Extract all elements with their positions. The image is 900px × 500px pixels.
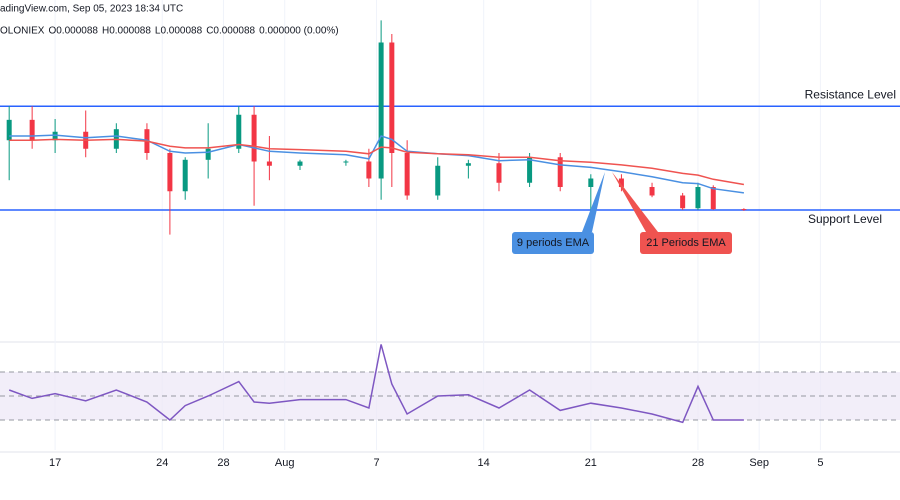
candle-body [435,165,441,196]
candle-body [297,161,303,166]
symbol-field: C0.000088 [206,26,255,37]
symbol-field: H0.000088 [102,26,151,37]
x-tick-label: 28 [692,457,704,469]
candle-body [182,159,188,192]
callout-pointer [612,172,658,232]
callout-label: 9 periods EMA [517,237,590,249]
callout-label: 21 Periods EMA [646,237,726,249]
callout-box [512,232,594,254]
x-tick-label: Aug [275,457,295,469]
symbol-field: L0.000088 [155,26,203,37]
x-tick-label: 24 [156,457,168,469]
x-tick-label: 17 [49,457,61,469]
candle-body [527,157,533,183]
candle-body [649,187,655,196]
candle-body [465,163,471,166]
candle-body [29,119,35,141]
candle-body [618,178,624,187]
candle-body [366,161,372,179]
level-label: Support Level [808,212,882,226]
candle-body [557,157,563,187]
candle-body [389,42,395,153]
x-tick-label: 7 [373,457,379,469]
candle-body [167,153,173,192]
line-series [9,138,745,186]
source-label: adingView.com, Sep 05, 2023 18:34 UTC [0,4,183,15]
candle-body [588,178,594,187]
callout-pointer [582,172,605,232]
line-series [9,134,745,194]
candle-body [236,114,242,149]
line-series [8,344,744,424]
candle-body [251,114,257,162]
candle-body [266,161,272,166]
candle-body [695,187,701,209]
callout-box [640,232,732,254]
symbol-field: OLONIEX [0,26,45,37]
candle-body [6,119,12,141]
symbol-field: O0.000088 [48,26,98,37]
x-tick-label: 14 [478,457,490,469]
candle-body [680,195,686,209]
level-label: Resistance Level [805,87,896,101]
candle-body [205,148,211,160]
x-tick-label: Sep [749,457,769,469]
candle-body [710,187,716,210]
candle-body [496,163,502,183]
candle-body [404,153,410,196]
symbol-field: 0.000000 (0.00%) [259,26,339,37]
x-tick-label: 28 [217,457,229,469]
x-tick-label: 5 [817,457,823,469]
x-tick-label: 21 [585,457,597,469]
candle-body [52,131,58,141]
candle-body [343,161,349,163]
candle-body [741,209,747,211]
candle-body [378,42,384,179]
